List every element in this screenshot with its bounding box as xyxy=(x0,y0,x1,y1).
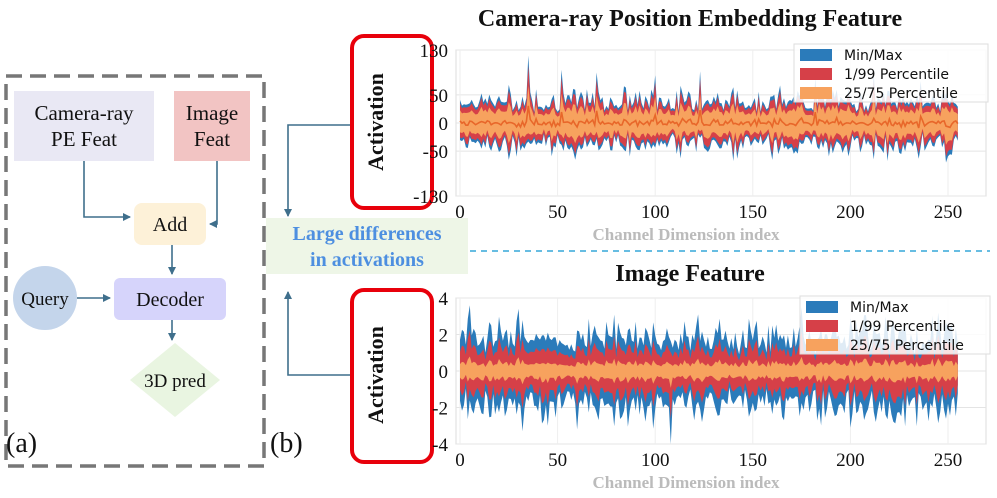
y-tick-label: 0 xyxy=(439,114,449,135)
panel-a-label: (a) xyxy=(6,428,37,459)
query-node: Query xyxy=(13,266,77,330)
panel-b-label: (b) xyxy=(270,428,303,459)
image-feat-line2: Feat xyxy=(194,127,230,151)
panel-a-arrows xyxy=(77,161,218,341)
panel-a-dashed-border xyxy=(4,74,266,468)
y-axis-label: Activation xyxy=(363,326,388,424)
image-feat-line1: Image xyxy=(186,101,238,125)
x-tick-label: 0 xyxy=(455,202,465,223)
callout-background xyxy=(266,218,468,274)
legend-label: 1/99 Percentile xyxy=(844,67,949,83)
legend-swatch xyxy=(800,49,832,61)
camera-pe-feat-line2: PE Feat xyxy=(51,127,117,151)
legend-swatch xyxy=(800,87,832,99)
connector-top xyxy=(284,124,350,217)
callout-line2: in activations xyxy=(310,249,424,271)
y-tick-label: -4 xyxy=(432,435,448,456)
y-tick-label: -130 xyxy=(413,187,448,208)
legend: Min/Max 1/99 Percentile 25/75 Percentile xyxy=(793,43,989,103)
connector-bottom xyxy=(284,291,350,376)
arrow-image-to-add xyxy=(209,161,218,228)
legend-label: Min/Max xyxy=(844,48,903,64)
chart-title: Camera-ray Position Embedding Feature xyxy=(478,6,903,32)
chart-title: Image Feature xyxy=(615,261,765,287)
panel-a: Camera-ray PE Feat Image Feat Add Query … xyxy=(4,74,266,468)
legend: Min/Max 1/99 Percentile 25/75 Percentile xyxy=(799,295,991,355)
image-feat-box: Image Feat xyxy=(174,91,250,161)
legend-label: 1/99 Percentile xyxy=(850,319,955,335)
callout-line1: Large differences xyxy=(292,223,441,245)
decoder-box: Decoder xyxy=(114,278,226,320)
x-axis-label: Channel Dimension index xyxy=(592,225,780,244)
x-tick-label: 100 xyxy=(641,202,670,223)
3d-pred-label: 3D pred xyxy=(144,371,206,392)
panel-b: (b) Large differences in activations Cam… xyxy=(266,6,991,492)
legend-swatch xyxy=(800,68,832,80)
legend-swatch xyxy=(806,320,838,332)
chart-image-feature: Image Feature 4 2 0 -2 -4 0 50 100 150 200 250 Chann… xyxy=(363,261,991,492)
x-tick-label: 150 xyxy=(739,450,768,471)
x-tick-label: 250 xyxy=(934,450,963,471)
band-25-75-percentile xyxy=(460,356,958,388)
decoder-label: Decoder xyxy=(136,289,204,311)
3d-pred-node: 3D pred xyxy=(130,343,220,417)
y-tick-label: 0 xyxy=(439,362,449,383)
x-axis-label: Channel Dimension index xyxy=(592,473,780,492)
query-label: Query xyxy=(21,289,69,310)
y-axis-label: Activation xyxy=(363,73,388,171)
legend-swatch xyxy=(806,301,838,313)
x-tick-label: 250 xyxy=(934,202,963,223)
y-tick-label: -2 xyxy=(432,399,448,420)
median-line xyxy=(459,105,959,130)
chart-camera-pe: Camera-ray Position Embedding Feature 130… xyxy=(363,6,989,244)
y-tick-label: 4 xyxy=(439,289,449,310)
add-label: Add xyxy=(153,214,187,236)
add-box: Add xyxy=(134,203,206,245)
x-tick-label: 200 xyxy=(836,202,865,223)
y-tick-label: 2 xyxy=(439,326,449,347)
y-tick-label: -50 xyxy=(423,142,448,163)
band-25-75-percentile xyxy=(460,85,958,145)
arrow-camera-to-add xyxy=(83,161,131,221)
x-tick-label: 50 xyxy=(548,202,567,223)
callout-connectors xyxy=(284,124,350,376)
x-tick-label: 0 xyxy=(455,450,465,471)
ylabel-highlight-top xyxy=(350,34,434,210)
legend-swatch xyxy=(806,339,838,351)
camera-pe-feat-line1: Camera-ray xyxy=(34,101,134,125)
x-tick-label: 50 xyxy=(548,450,567,471)
x-tick-label: 150 xyxy=(739,202,768,223)
legend-label: 25/75 Percentile xyxy=(850,338,964,354)
x-tick-label: 100 xyxy=(641,450,670,471)
ylabel-highlight-bottom xyxy=(350,288,434,464)
camera-pe-feat-box: Camera-ray PE Feat xyxy=(14,91,154,161)
x-tick-label: 200 xyxy=(836,450,865,471)
y-tick-label: 50 xyxy=(429,86,448,107)
y-tick-label: 130 xyxy=(420,41,449,62)
callout: Large differences in activations xyxy=(266,218,468,274)
legend-label: Min/Max xyxy=(850,300,909,316)
legend-label: 25/75 Percentile xyxy=(844,86,958,102)
